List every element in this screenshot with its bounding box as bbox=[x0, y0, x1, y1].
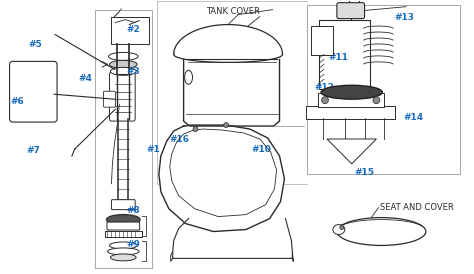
Circle shape bbox=[193, 127, 198, 132]
Bar bbox=[307, 5, 460, 174]
Text: #17: #17 bbox=[397, 227, 417, 236]
Bar bbox=[104, 230, 142, 238]
Text: #7: #7 bbox=[27, 146, 40, 155]
Text: #12: #12 bbox=[315, 83, 335, 92]
Text: #11: #11 bbox=[329, 53, 349, 62]
FancyBboxPatch shape bbox=[9, 61, 57, 122]
Text: #5: #5 bbox=[29, 40, 43, 49]
Text: #2: #2 bbox=[126, 25, 140, 34]
FancyBboxPatch shape bbox=[111, 200, 135, 210]
Text: #14: #14 bbox=[404, 113, 424, 122]
Text: #6: #6 bbox=[10, 97, 24, 106]
Text: #8: #8 bbox=[126, 206, 140, 215]
FancyBboxPatch shape bbox=[319, 20, 371, 89]
Text: #9: #9 bbox=[126, 240, 140, 249]
Text: #13: #13 bbox=[394, 13, 414, 22]
Text: #4: #4 bbox=[78, 74, 92, 83]
Circle shape bbox=[373, 97, 380, 104]
FancyBboxPatch shape bbox=[306, 106, 395, 119]
Text: #1: #1 bbox=[146, 145, 160, 154]
Ellipse shape bbox=[110, 254, 136, 261]
Ellipse shape bbox=[184, 70, 192, 84]
FancyBboxPatch shape bbox=[107, 222, 140, 230]
Ellipse shape bbox=[109, 242, 137, 249]
Ellipse shape bbox=[109, 52, 138, 60]
Polygon shape bbox=[327, 139, 376, 164]
Ellipse shape bbox=[333, 225, 345, 235]
Circle shape bbox=[321, 97, 328, 104]
Text: #10: #10 bbox=[251, 145, 271, 154]
Text: #3: #3 bbox=[126, 67, 140, 76]
Polygon shape bbox=[183, 59, 280, 126]
Ellipse shape bbox=[107, 215, 140, 225]
Polygon shape bbox=[159, 125, 284, 232]
FancyBboxPatch shape bbox=[318, 93, 384, 107]
FancyBboxPatch shape bbox=[103, 91, 115, 107]
Bar bbox=[95, 10, 152, 268]
Ellipse shape bbox=[108, 248, 139, 255]
Ellipse shape bbox=[337, 218, 426, 246]
Circle shape bbox=[224, 122, 228, 128]
Ellipse shape bbox=[321, 85, 383, 99]
FancyBboxPatch shape bbox=[337, 3, 365, 19]
Text: #16: #16 bbox=[169, 135, 190, 144]
Ellipse shape bbox=[109, 60, 137, 68]
Bar bbox=[111, 17, 149, 44]
Text: SEAT AND COVER: SEAT AND COVER bbox=[380, 203, 454, 212]
FancyBboxPatch shape bbox=[109, 72, 135, 121]
Polygon shape bbox=[173, 219, 292, 258]
Ellipse shape bbox=[110, 67, 136, 75]
Text: TANK COVER: TANK COVER bbox=[206, 7, 260, 16]
Circle shape bbox=[340, 226, 344, 230]
FancyBboxPatch shape bbox=[311, 25, 333, 55]
Text: #15: #15 bbox=[355, 168, 374, 177]
